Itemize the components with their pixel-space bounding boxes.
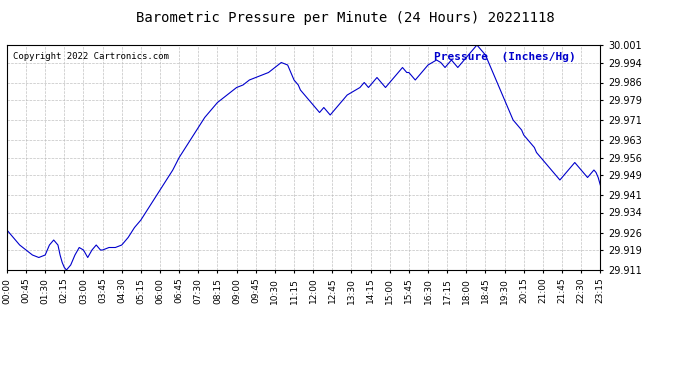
Text: Pressure  (Inches/Hg): Pressure (Inches/Hg) — [434, 52, 576, 62]
Text: Barometric Pressure per Minute (24 Hours) 20221118: Barometric Pressure per Minute (24 Hours… — [136, 11, 554, 25]
Text: Copyright 2022 Cartronics.com: Copyright 2022 Cartronics.com — [13, 52, 169, 61]
